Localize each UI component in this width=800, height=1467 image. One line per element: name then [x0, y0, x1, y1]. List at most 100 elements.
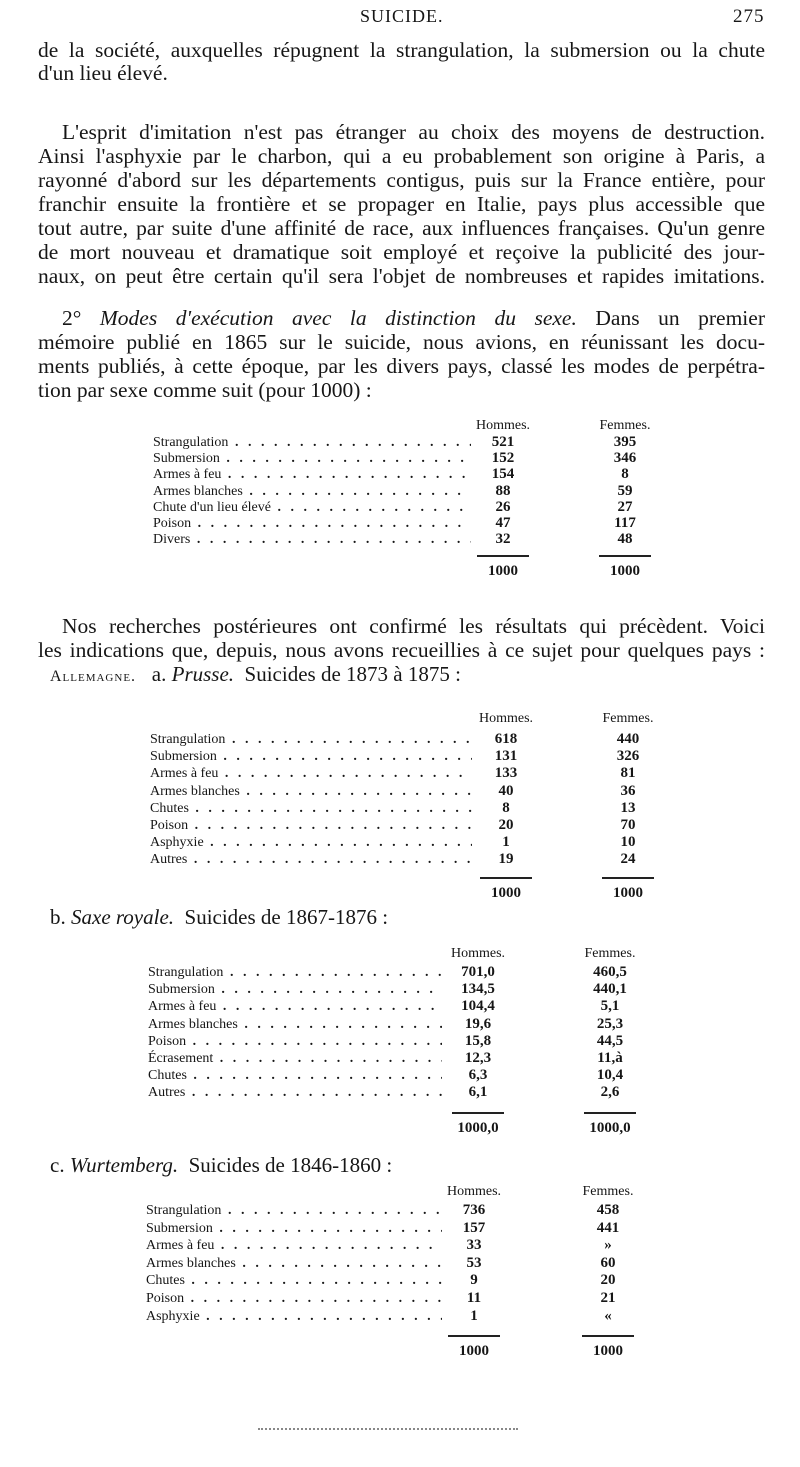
- value-femmes: 326: [616, 748, 640, 765]
- row-label-text: Armes à feu: [150, 766, 219, 782]
- column-header-femmes: Femmes.: [599, 418, 651, 433]
- row-label-text: Submersion: [150, 749, 217, 765]
- row-label: Armes à feu: [148, 998, 442, 1015]
- value-hommes: 53: [466, 1254, 482, 1271]
- value-femmes: 395: [613, 434, 637, 450]
- row-label: Armes à feu: [153, 466, 471, 483]
- total-femmes: 1000,0: [589, 1119, 631, 1136]
- value-femmes: 27: [617, 498, 633, 515]
- row-label: Divers: [153, 531, 471, 548]
- row-label-text: Poison: [148, 1033, 187, 1049]
- table-row: Poison: [150, 817, 472, 834]
- row-label-text: Poison: [146, 1291, 185, 1306]
- table-row: Armes blanches: [150, 783, 472, 800]
- region-name: Prusse.: [171, 662, 235, 686]
- section-letter: c.: [50, 1153, 65, 1177]
- row-label: Armes à feu: [146, 1237, 442, 1254]
- text-line: rayonné d'abord sur les départements con…: [38, 168, 765, 192]
- region-name: Saxe royale.: [71, 905, 175, 929]
- value-hommes: 11: [466, 1290, 482, 1306]
- value-femmes: 441: [596, 1219, 620, 1236]
- value-hommes: 19: [498, 851, 514, 868]
- value-hommes: 26: [495, 498, 511, 515]
- value-femmes: 70: [620, 817, 636, 833]
- row-label-text: Strangulation: [148, 965, 224, 980]
- total-rule-hommes: [480, 876, 532, 879]
- value-femmes: 21: [600, 1290, 616, 1306]
- total-rule-femmes: [584, 1111, 636, 1114]
- text-line: d'un lieu élevé.: [38, 61, 168, 85]
- value-hommes: 8: [502, 799, 510, 816]
- total-rule-femmes: [602, 876, 654, 879]
- section-letter: b.: [50, 905, 66, 929]
- section-heading-prusse: Allemagne. a. Prusse. Suicides de 1873 à…: [50, 662, 461, 687]
- value-hommes: 521: [491, 434, 515, 450]
- text-line: franchir ensuite la frontière et se prop…: [38, 192, 765, 216]
- section-text: Suicides de 1846-1860 :: [188, 1153, 393, 1177]
- text-line: les indications que, depuis, nous avons …: [38, 638, 765, 662]
- value-femmes: 60: [600, 1254, 616, 1271]
- section-text: Suicides de 1873 à 1875 :: [244, 662, 461, 686]
- table-row: Strangulation: [148, 964, 442, 981]
- value-femmes: »: [604, 1237, 612, 1254]
- text-line: tion par sexe comme suit (pour 1000) :: [38, 378, 372, 402]
- row-label: Poison: [146, 1290, 442, 1307]
- table-row: Divers: [153, 531, 471, 548]
- value-hommes: 736: [462, 1202, 486, 1218]
- table-row: Asphyxie: [150, 834, 472, 851]
- row-label-text: Submersion: [148, 982, 215, 998]
- value-femmes: 11,à: [597, 1050, 623, 1066]
- row-label-text: Armes blanches: [148, 1016, 238, 1032]
- text-line: ments publiés, à cette époque, par les d…: [38, 354, 765, 378]
- value-hommes: 6,3: [468, 1067, 488, 1084]
- row-label-text: Asphyxie: [146, 1308, 200, 1324]
- row-label-text: Submersion: [153, 451, 220, 467]
- value-femmes: 2,6: [600, 1084, 620, 1101]
- row-label-text: Chutes: [150, 800, 189, 816]
- column-header-hommes: Hommes.: [446, 1184, 502, 1199]
- value-femmes: 440,1: [593, 981, 627, 998]
- value-femmes: 440: [616, 731, 640, 747]
- value-hommes: 9: [470, 1272, 478, 1289]
- value-hommes: 701,0: [461, 964, 495, 980]
- row-label-text: Strangulation: [153, 435, 229, 450]
- table-row: Poison: [153, 515, 471, 532]
- value-hommes: 40: [498, 782, 514, 799]
- row-label: Poison: [148, 1033, 442, 1050]
- value-hommes: 33: [466, 1237, 482, 1254]
- section-heading-wurtemberg: c. Wurtemberg. Suicides de 1846-1860 :: [50, 1153, 392, 1178]
- table-row: Asphyxie: [146, 1308, 442, 1325]
- text-line: Ainsi l'asphyxie par le charbon, qui a e…: [38, 144, 765, 168]
- table-row: Poison: [148, 1033, 442, 1050]
- total-femmes: 1000: [593, 1343, 623, 1360]
- total-rule-femmes: [582, 1335, 634, 1338]
- value-hommes: 618: [494, 731, 518, 747]
- column-header-femmes: Femmes.: [602, 711, 654, 726]
- row-label: Chutes: [150, 800, 472, 817]
- total-hommes: 1000: [488, 563, 518, 580]
- row-label: Autres: [148, 1084, 442, 1101]
- table-row: Armes à feu: [148, 998, 442, 1015]
- section-title: Modes d'exécution avec la distinction du…: [99, 306, 577, 330]
- row-label-text: Strangulation: [150, 732, 226, 747]
- row-label: Autres: [150, 851, 472, 868]
- row-label: Chutes: [146, 1272, 442, 1289]
- value-femmes: 458: [596, 1202, 620, 1218]
- section-letter: a.: [151, 662, 167, 686]
- value-hommes: 15,8: [464, 1032, 492, 1049]
- row-label-text: Armes à feu: [148, 999, 217, 1015]
- row-label: Chutes: [148, 1067, 442, 1084]
- column-header-hommes: Hommes.: [475, 418, 531, 433]
- total-rule-hommes: [477, 555, 529, 558]
- value-femmes: 81: [620, 765, 636, 782]
- value-hommes: 12,3: [464, 1050, 492, 1066]
- text-fragment: Dans un premier: [595, 306, 765, 330]
- value-femmes: 20: [600, 1272, 616, 1289]
- value-femmes: 5,1: [600, 998, 620, 1015]
- region-name: Wurtemberg.: [69, 1153, 179, 1177]
- row-label: Poison: [150, 817, 472, 834]
- value-hommes: 152: [491, 450, 515, 467]
- value-hommes: 131: [494, 748, 518, 765]
- value-femmes: 36: [620, 782, 636, 799]
- row-label: Submersion: [150, 748, 472, 765]
